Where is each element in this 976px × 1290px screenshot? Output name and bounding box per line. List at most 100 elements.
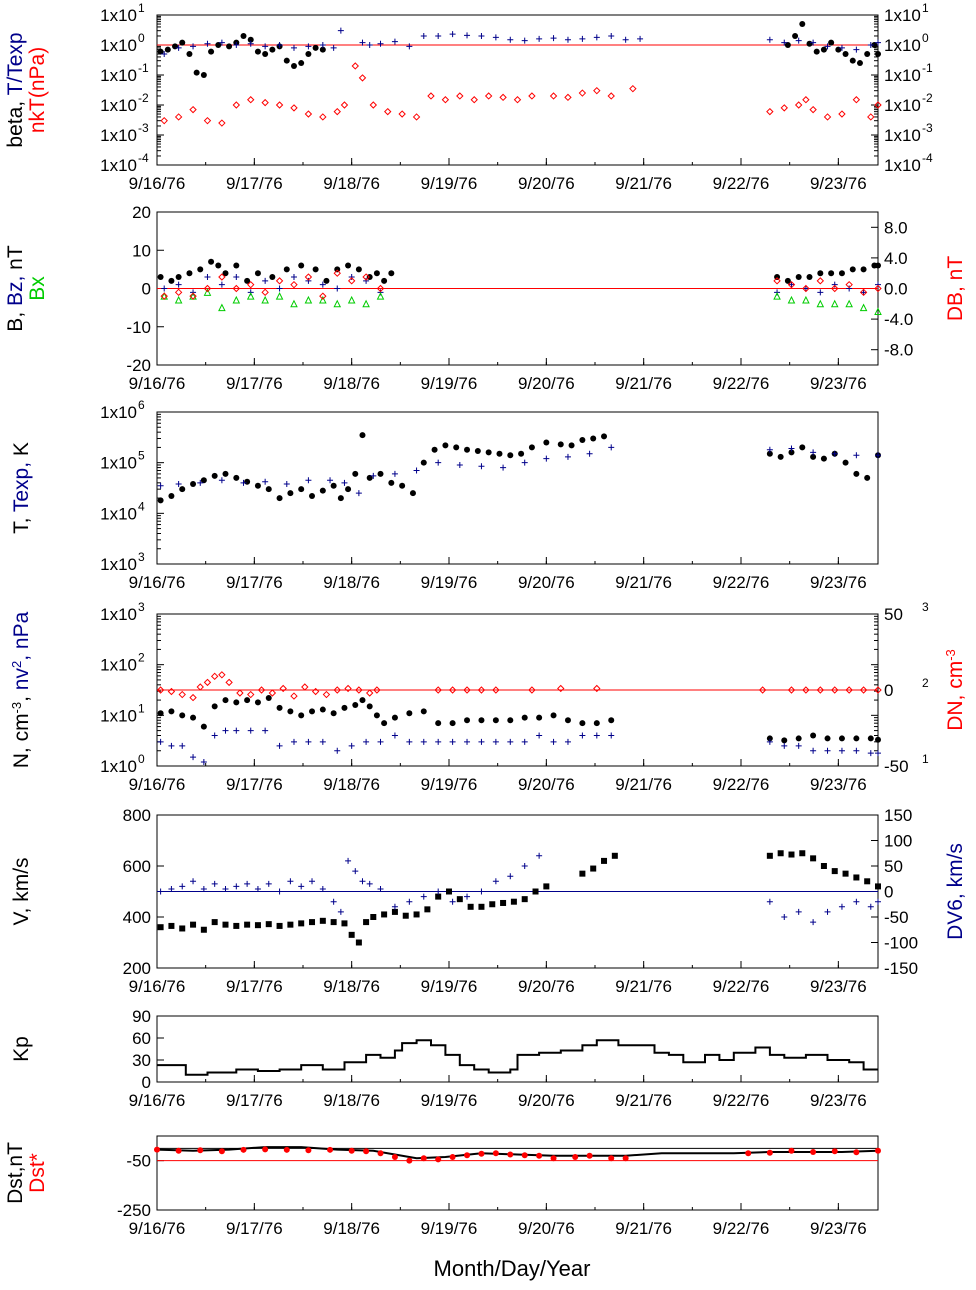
data-point <box>186 270 193 277</box>
data-point <box>391 732 398 739</box>
data-point <box>799 444 806 451</box>
series-blue <box>157 727 881 765</box>
data-point <box>247 280 255 289</box>
data-point <box>842 459 849 466</box>
x-tick-label: 9/22/76 <box>713 174 770 193</box>
data-point <box>820 46 827 53</box>
y-tick-label-right: 1x10 <box>884 6 921 25</box>
data-point <box>290 62 297 69</box>
ylabel-part: DN, cm <box>944 661 967 731</box>
x-tick-label: 9/18/76 <box>323 573 380 592</box>
data-point <box>456 92 464 100</box>
data-point <box>586 1152 593 1159</box>
ylabel-part: -3 <box>9 702 24 714</box>
data-point <box>810 747 817 754</box>
data-point <box>157 482 164 489</box>
x-tick-label: 9/22/76 <box>713 775 770 794</box>
y-tick-label: -10 <box>126 318 151 337</box>
data-point <box>287 878 294 885</box>
data-point <box>348 742 355 749</box>
data-point <box>233 922 240 929</box>
data-point <box>810 453 817 460</box>
data-point <box>608 444 615 451</box>
data-point <box>799 850 806 857</box>
data-point <box>305 738 312 745</box>
data-point <box>211 880 218 887</box>
data-point <box>208 258 215 265</box>
data-point <box>200 885 207 892</box>
x-tick-label: 9/16/76 <box>129 1091 186 1110</box>
data-point <box>265 694 272 701</box>
y-tick-exponent: -1 <box>138 61 149 75</box>
data-point <box>290 104 298 112</box>
data-point <box>254 699 261 706</box>
data-point <box>334 285 341 292</box>
x-tick-label: 9/20/76 <box>518 374 575 393</box>
data-point <box>276 495 283 502</box>
x-tick-label: 9/22/76 <box>713 977 770 996</box>
data-point <box>298 883 305 890</box>
data-point <box>499 93 507 102</box>
y-tick-label: -50 <box>126 1152 151 1171</box>
plot-frame <box>156 1015 879 1083</box>
data-point <box>864 878 871 885</box>
data-point <box>319 917 326 924</box>
panel-temp: 9/16/76 9/17/76 9/18/76 9/19/76 9/20/76 9/21/… <box>10 398 881 592</box>
y-tick-label: 1x10 <box>100 656 137 675</box>
data-point <box>532 888 539 895</box>
data-point <box>276 42 283 48</box>
y-tick-label: 400 <box>123 908 151 927</box>
ylabel-part: N, cm <box>10 713 33 768</box>
data-point <box>788 449 795 456</box>
data-point <box>160 116 168 125</box>
data-point <box>319 281 326 288</box>
data-point <box>362 273 370 281</box>
data-point <box>824 43 831 50</box>
data-point <box>781 742 788 749</box>
data-point <box>875 262 881 269</box>
data-point <box>867 735 874 742</box>
data-point <box>802 295 810 304</box>
data-point <box>304 273 313 281</box>
data-point <box>420 1155 427 1162</box>
data-point <box>478 32 485 39</box>
y-axis-label: N, cm-3, nv2, nPa <box>9 611 34 768</box>
data-point <box>189 292 197 300</box>
data-point <box>500 464 507 471</box>
data-point <box>319 885 326 892</box>
data-point <box>327 1146 334 1153</box>
data-point <box>413 911 420 918</box>
y-tick-label-right: -8.0 <box>884 341 913 360</box>
data-point <box>852 96 861 104</box>
data-point <box>358 74 367 82</box>
y-axis-label-right: DN, cm-3 <box>943 649 968 731</box>
ylabel-part: DB, nT <box>944 256 967 322</box>
y-tick-label-right: -50 <box>884 757 909 776</box>
data-point <box>305 1147 312 1154</box>
data-point <box>464 738 471 745</box>
data-point <box>845 686 853 694</box>
data-point <box>536 714 543 721</box>
data-point <box>406 738 413 745</box>
data-point <box>347 277 356 285</box>
data-point <box>824 908 831 915</box>
data-point <box>301 683 309 691</box>
data-point <box>795 908 802 915</box>
y-axis-label-right: DV6, km/s <box>944 843 967 940</box>
x-tick-label: 9/21/76 <box>615 977 672 996</box>
y-tick-label-right: 8.0 <box>884 218 908 237</box>
data-point <box>312 44 319 51</box>
data-point <box>175 274 182 281</box>
y-tick-label-right: 1x10 <box>884 36 921 55</box>
data-point <box>478 888 485 895</box>
data-point <box>593 684 601 693</box>
data-point <box>179 39 186 46</box>
data-point <box>842 870 849 877</box>
data-point <box>788 445 795 452</box>
data-point <box>157 738 164 745</box>
data-point <box>564 738 571 745</box>
data-point <box>792 32 799 39</box>
data-point <box>168 885 175 892</box>
data-point <box>233 883 240 890</box>
data-point <box>593 720 600 727</box>
